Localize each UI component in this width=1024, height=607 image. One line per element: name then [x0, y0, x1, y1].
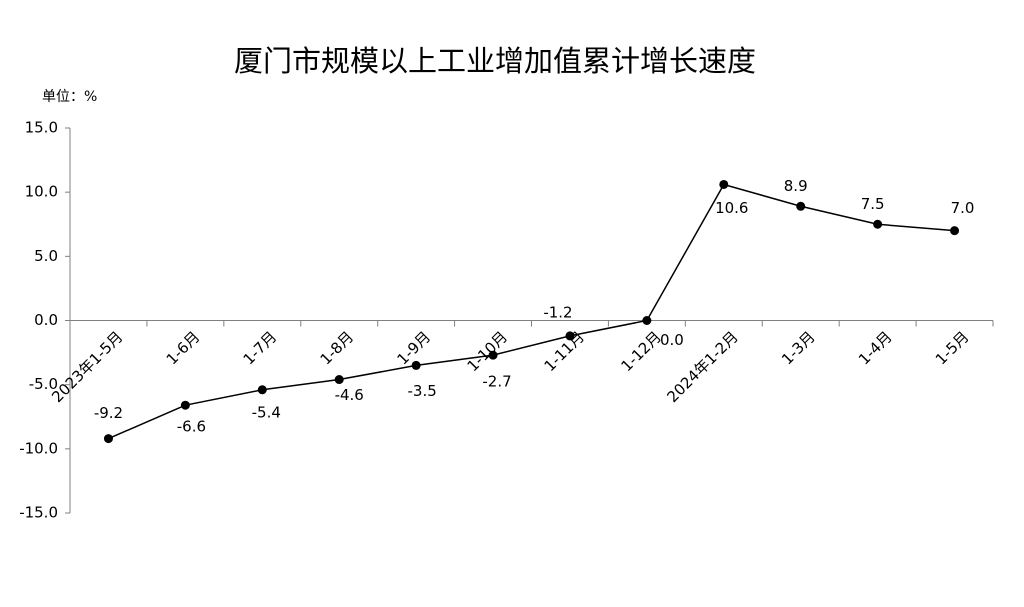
x-tick-label: 1-11月	[541, 328, 588, 375]
data-point	[180, 400, 190, 410]
x-tick-label: 1-5月	[932, 328, 973, 369]
x-tick-label: 1-8月	[317, 328, 358, 369]
unit-label: 单位：%	[42, 89, 97, 105]
data-point	[873, 219, 883, 229]
data-point	[334, 375, 344, 385]
y-tick-label: 10.0	[25, 183, 58, 201]
data-label: -6.6	[177, 418, 206, 436]
data-label: 7.0	[951, 199, 975, 217]
data-line	[108, 183, 955, 440]
y-tick-label: 5.0	[34, 247, 58, 265]
data-point	[950, 226, 960, 236]
data-label: 8.9	[784, 177, 808, 195]
y-tick-label: 0.0	[34, 311, 58, 329]
data-label: -9.2	[94, 404, 123, 422]
data-label: -2.7	[482, 373, 511, 391]
data-label: 10.6	[715, 199, 748, 217]
data-point	[103, 434, 113, 444]
data-point	[796, 201, 806, 211]
data-point	[257, 385, 267, 395]
x-tick-label: 1-7月	[240, 328, 281, 369]
x-tick-label: 1-12月	[617, 328, 664, 375]
chart-title: 厦门市规模以上工业增加值累计增长速度	[234, 44, 756, 78]
x-tick-label: 1-6月	[163, 328, 204, 369]
data-point	[565, 331, 575, 341]
x-tick-label: 1-10月	[464, 328, 511, 375]
data-point	[642, 316, 652, 325]
data-label: -3.5	[407, 382, 436, 400]
y-tick-label: -15.0	[19, 504, 58, 522]
data-label: 0.0	[660, 331, 684, 349]
x-tick-label: 2023年1-5月	[48, 328, 126, 406]
data-point	[719, 179, 729, 189]
y-tick-label: 15.0	[25, 119, 58, 137]
data-label: -4.6	[335, 386, 364, 404]
y-tick-label: -10.0	[19, 439, 58, 457]
data-label: -5.4	[252, 403, 281, 421]
data-label: -1.2	[543, 303, 572, 321]
y-tick-label: -5.0	[29, 375, 58, 393]
data-point	[488, 350, 498, 360]
x-tick-label: 1-3月	[778, 328, 819, 369]
data-label: 7.5	[861, 195, 885, 213]
data-point	[411, 360, 421, 370]
x-tick-label: 1-4月	[855, 328, 896, 369]
